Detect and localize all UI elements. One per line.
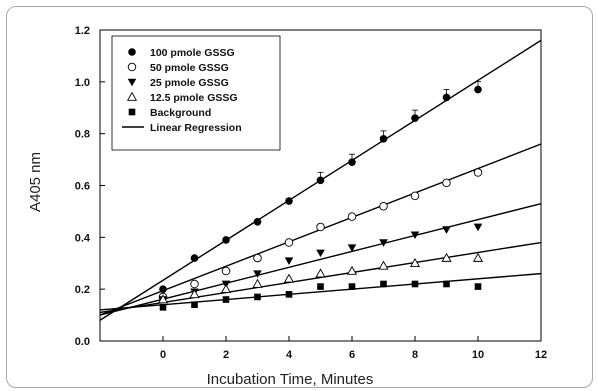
data-point (253, 270, 262, 278)
x-axis-title: Incubation Time, Minutes (207, 371, 374, 388)
data-point (315, 268, 326, 278)
y-tick-label: 0.8 (75, 129, 90, 141)
legend-marker (126, 91, 138, 101)
data-point (348, 158, 356, 166)
data-point (348, 283, 356, 290)
legend-label: 25 pmole GSSG (150, 77, 229, 89)
y-axis-title: A405 nm (27, 152, 44, 212)
data-point (254, 293, 261, 301)
data-point (442, 178, 451, 188)
y-tick-label: 1.0 (75, 77, 90, 89)
data-point (379, 135, 388, 143)
data-point (159, 285, 167, 293)
data-point (378, 260, 389, 270)
data-point (316, 249, 325, 258)
data-point (157, 294, 169, 304)
y-tick-label: 0.2 (75, 284, 90, 296)
data-point (347, 212, 357, 221)
data-point (221, 266, 231, 276)
legend-label: Background (150, 107, 211, 119)
x-tick-label: 10 (472, 349, 484, 361)
data-point (472, 252, 484, 262)
legend-label: Linear Regression (150, 122, 242, 134)
x-tick-label: 6 (349, 349, 355, 361)
legend-marker (127, 62, 137, 72)
data-point (347, 244, 357, 252)
regression-line (99, 202, 542, 316)
data-point (189, 289, 200, 299)
data-point (442, 93, 451, 102)
data-point (190, 279, 199, 289)
data-point (317, 283, 324, 290)
data-point (285, 291, 293, 298)
data-point (285, 197, 293, 205)
data-point (474, 85, 482, 94)
data-point (284, 238, 294, 247)
x-tick-label: 2 (223, 349, 229, 361)
legend-box (111, 35, 281, 151)
data-point (411, 114, 419, 122)
data-point (346, 265, 358, 275)
data-point (253, 217, 262, 226)
data-point (284, 257, 294, 265)
regression-line (99, 272, 542, 311)
x-tick-label: 4 (286, 349, 293, 361)
data-point (410, 191, 420, 201)
data-point (441, 252, 452, 262)
data-point (220, 283, 232, 293)
data-point (442, 226, 451, 234)
y-tick-label: 0.0 (75, 336, 90, 348)
data-point (409, 258, 421, 267)
data-point (316, 176, 325, 185)
data-point (252, 278, 263, 288)
x-tick-label: 0 (160, 349, 166, 361)
data-point (410, 231, 420, 240)
regression-line (99, 241, 542, 314)
x-tick-label: 8 (412, 349, 418, 361)
legend-label: 12.5 pmole GSSG (150, 92, 238, 104)
data-point (443, 280, 450, 288)
legend-marker (128, 48, 136, 56)
legend-marker (128, 108, 136, 116)
y-tick-label: 0.4 (75, 232, 91, 244)
data-point (253, 253, 262, 263)
legend-label: 100 pmole GSSG (150, 47, 235, 59)
data-point (159, 304, 167, 311)
x-tick-label: 12 (535, 349, 547, 361)
legend-marker (127, 78, 137, 87)
data-point (379, 239, 388, 247)
data-point (222, 296, 230, 303)
data-point (411, 280, 419, 288)
data-point (474, 283, 482, 290)
data-point (379, 201, 388, 211)
data-point (222, 236, 230, 244)
data-point (473, 168, 483, 177)
data-point (190, 254, 199, 262)
data-point (283, 273, 295, 283)
y-tick-label: 0.6 (75, 181, 90, 193)
data-point (191, 301, 198, 309)
data-point (473, 223, 483, 232)
legend-label: 50 pmole GSSG (150, 62, 229, 74)
data-point (380, 280, 387, 288)
y-tick-label: 1.2 (75, 25, 90, 37)
data-point (316, 222, 325, 232)
